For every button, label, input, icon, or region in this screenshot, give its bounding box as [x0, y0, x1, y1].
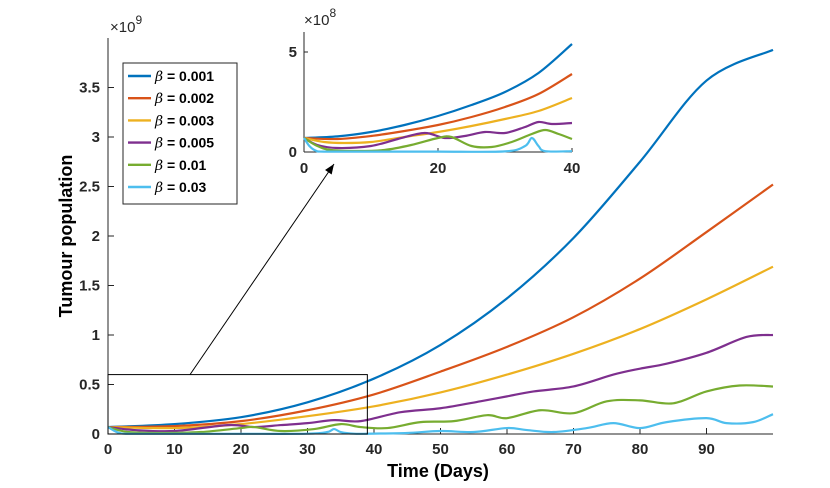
inset-series-group — [303, 43, 573, 153]
main-x-tick-label: 10 — [166, 441, 183, 458]
main-y-exponent: ×109 — [110, 13, 142, 36]
legend-entry-2: β = 0.002 — [154, 90, 214, 107]
legend-beta-symbol: β — [154, 158, 163, 174]
inset-series-line-3 — [303, 96, 573, 145]
main-x-tick-label: 80 — [632, 441, 649, 458]
inset-y-exponent: ×108 — [304, 6, 336, 29]
legend-value: = 0.003 — [163, 112, 214, 128]
main-series-line-5 — [107, 384, 774, 435]
main-y-tick-label: 0.5 — [79, 377, 100, 394]
inset-y-exponent-power: 8 — [329, 6, 336, 20]
main-y-tick-label: 3 — [92, 129, 100, 146]
legend-entry-5: β = 0.01 — [154, 157, 207, 174]
inset-x-tick-label: 0 — [300, 160, 308, 177]
main-y-tick-label: 1 — [92, 327, 100, 344]
zoom-box — [107, 374, 368, 435]
legend-entry-4: β = 0.005 — [154, 135, 214, 152]
zoom-arrowhead — [325, 164, 334, 175]
y-axis-label: Tumour population — [56, 155, 76, 318]
legend-beta-symbol: β — [154, 180, 163, 196]
legend-entry-1: β = 0.001 — [154, 68, 214, 85]
main-series-line-2 — [107, 183, 774, 429]
main-series-line-4 — [107, 333, 774, 433]
legend-beta-symbol: β — [154, 91, 163, 107]
zoom-arrow — [189, 163, 335, 375]
x-axis-label: Time (Days) — [387, 461, 489, 481]
legend-beta-symbol: β — [154, 136, 163, 152]
inset-y-tick-label: 0 — [289, 144, 297, 161]
main-x-tick-label: 90 — [698, 441, 715, 458]
main-series-group — [107, 48, 774, 435]
main-y-exponent-base: ×10 — [110, 19, 135, 36]
main-y-tick-label: 2.5 — [79, 179, 100, 196]
main-x-tick-label: 60 — [499, 441, 516, 458]
main-x-tick-label: 40 — [366, 441, 383, 458]
legend-box — [122, 62, 238, 205]
main-y-tick-label: 0 — [92, 426, 100, 443]
legend-entry-3: β = 0.003 — [154, 112, 214, 129]
inset-y-tick-label: 5 — [289, 44, 297, 61]
inset-series-line-1 — [303, 43, 573, 140]
main-y-tick-label: 1.5 — [79, 278, 100, 295]
main-x-tick-label: 50 — [432, 441, 449, 458]
legend-value: = 0.01 — [163, 157, 206, 173]
inset-x-tick-label: 20 — [430, 160, 447, 177]
main-x-tick-label: 70 — [565, 441, 582, 458]
main-y-exponent-power: 9 — [135, 13, 142, 27]
main-x-tick-label: 30 — [299, 441, 316, 458]
legend-value: = 0.005 — [163, 135, 214, 151]
legend-value: = 0.03 — [163, 179, 206, 195]
inset-y-exponent-base: ×10 — [304, 12, 329, 29]
main-y-tick-label: 3.5 — [79, 80, 100, 97]
inset-x-tick-label: 40 — [564, 160, 581, 177]
legend-value: = 0.001 — [163, 68, 214, 84]
inset-series-line-6 — [303, 136, 573, 153]
legend-beta-symbol: β — [154, 113, 163, 129]
main-series-line-1 — [107, 48, 774, 429]
main-x-tick-label: 20 — [233, 441, 250, 458]
main-y-tick-label: 2 — [92, 228, 100, 245]
legend-value: = 0.002 — [163, 90, 214, 106]
legend-beta-symbol: β — [154, 69, 163, 85]
main-x-tick-label: 0 — [104, 441, 112, 458]
inset-axes: 0 20 40 0 5 — [289, 32, 581, 177]
legend-entry-6: β = 0.03 — [154, 179, 207, 196]
inset-series-line-2 — [303, 73, 573, 141]
